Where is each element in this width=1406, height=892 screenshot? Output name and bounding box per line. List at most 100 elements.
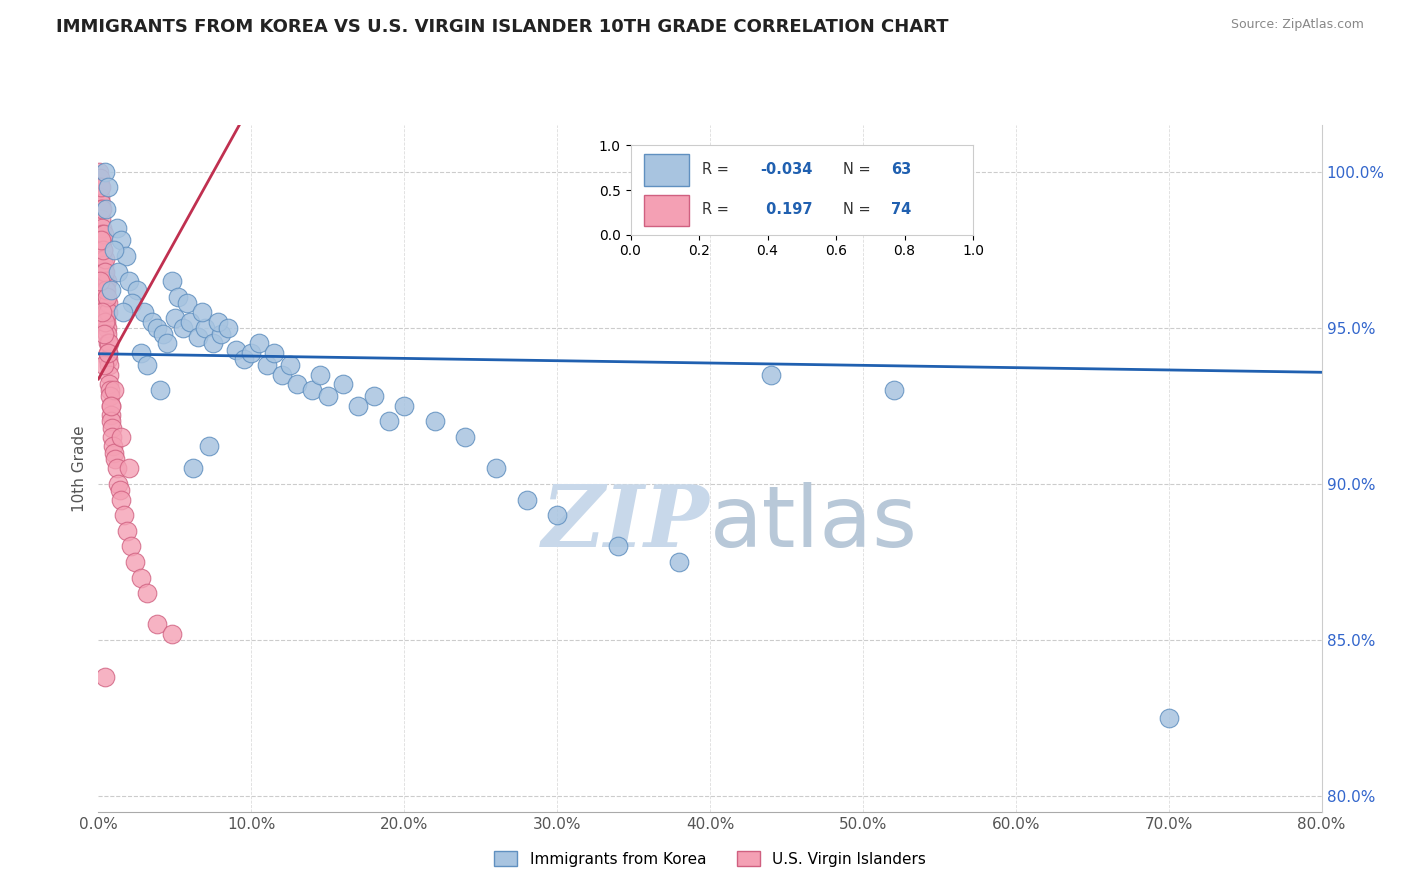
Point [89, 189, 111, 203]
Point [97, 305, 120, 319]
Point [149, 384, 172, 398]
Point [91, 233, 114, 247]
Point [176, 295, 198, 310]
Point [96, 274, 118, 288]
Point [98, 376, 121, 391]
Point [278, 358, 301, 372]
Point [301, 384, 323, 398]
Point [121, 295, 143, 310]
Point [110, 233, 132, 247]
Point [93, 670, 115, 684]
Point [141, 314, 163, 328]
Point [90, 180, 112, 194]
Point [145, 617, 167, 632]
Point [98, 384, 121, 398]
Point [100, 283, 122, 297]
Point [97, 180, 120, 194]
Point [110, 492, 132, 507]
Point [96, 289, 118, 303]
Point [129, 345, 152, 359]
Point [93, 227, 115, 241]
Point [263, 345, 285, 359]
Point [118, 274, 141, 288]
Point [197, 439, 219, 453]
Point [96, 314, 118, 328]
Point [607, 539, 630, 553]
Point [160, 274, 183, 288]
Point [96, 327, 118, 342]
Point [240, 345, 263, 359]
Text: -0.034: -0.034 [761, 162, 813, 178]
Point [124, 555, 146, 569]
Point [103, 384, 125, 398]
Text: atlas: atlas [710, 482, 918, 565]
Point [93, 327, 115, 342]
Point [179, 314, 201, 328]
Point [90, 211, 112, 226]
Point [98, 336, 121, 351]
Point [270, 368, 294, 382]
Point [285, 376, 308, 391]
Point [1157, 711, 1180, 725]
Point [392, 399, 416, 413]
Text: 74: 74 [891, 202, 911, 218]
Point [217, 320, 239, 334]
Point [120, 539, 142, 553]
Text: R =: R = [703, 162, 734, 178]
Legend: Immigrants from Korea, U.S. Virgin Islanders: Immigrants from Korea, U.S. Virgin Islan… [488, 845, 932, 872]
Point [93, 264, 115, 278]
Point [100, 408, 122, 422]
Point [91, 227, 114, 241]
Point [101, 420, 124, 434]
Point [91, 243, 114, 257]
Point [94, 295, 117, 310]
Point [100, 414, 122, 428]
Point [110, 430, 132, 444]
Point [93, 164, 115, 178]
Point [316, 389, 339, 403]
Bar [644, 154, 689, 186]
Point [89, 180, 111, 194]
Point [111, 305, 134, 319]
Point [423, 414, 446, 428]
Point [107, 476, 129, 491]
Point [129, 570, 152, 584]
Point [94, 202, 117, 217]
Point [103, 243, 125, 257]
Point [156, 336, 179, 351]
Point [191, 305, 214, 319]
Point [103, 445, 125, 459]
Point [94, 283, 117, 297]
Point [668, 555, 690, 569]
Point [118, 461, 141, 475]
Point [107, 264, 129, 278]
Point [90, 220, 112, 235]
Point [112, 508, 135, 522]
Point [90, 195, 112, 210]
Point [96, 320, 118, 334]
Point [378, 414, 401, 428]
Point [485, 461, 508, 475]
Point [97, 345, 120, 359]
Point [160, 626, 183, 640]
Point [546, 508, 568, 522]
Point [97, 295, 120, 310]
Point [94, 283, 117, 297]
Point [94, 252, 117, 266]
Text: N =: N = [842, 202, 875, 218]
Text: 0.197: 0.197 [761, 202, 813, 218]
Point [97, 351, 120, 366]
Point [117, 524, 139, 538]
Point [94, 314, 117, 328]
Text: 63: 63 [891, 162, 911, 178]
Point [163, 311, 186, 326]
Point [94, 289, 117, 303]
Point [136, 358, 159, 372]
Point [97, 336, 120, 351]
Point [91, 305, 114, 319]
Point [232, 351, 254, 366]
Text: R =: R = [703, 202, 734, 218]
Point [105, 461, 128, 475]
Point [98, 368, 121, 382]
Point [100, 399, 122, 413]
